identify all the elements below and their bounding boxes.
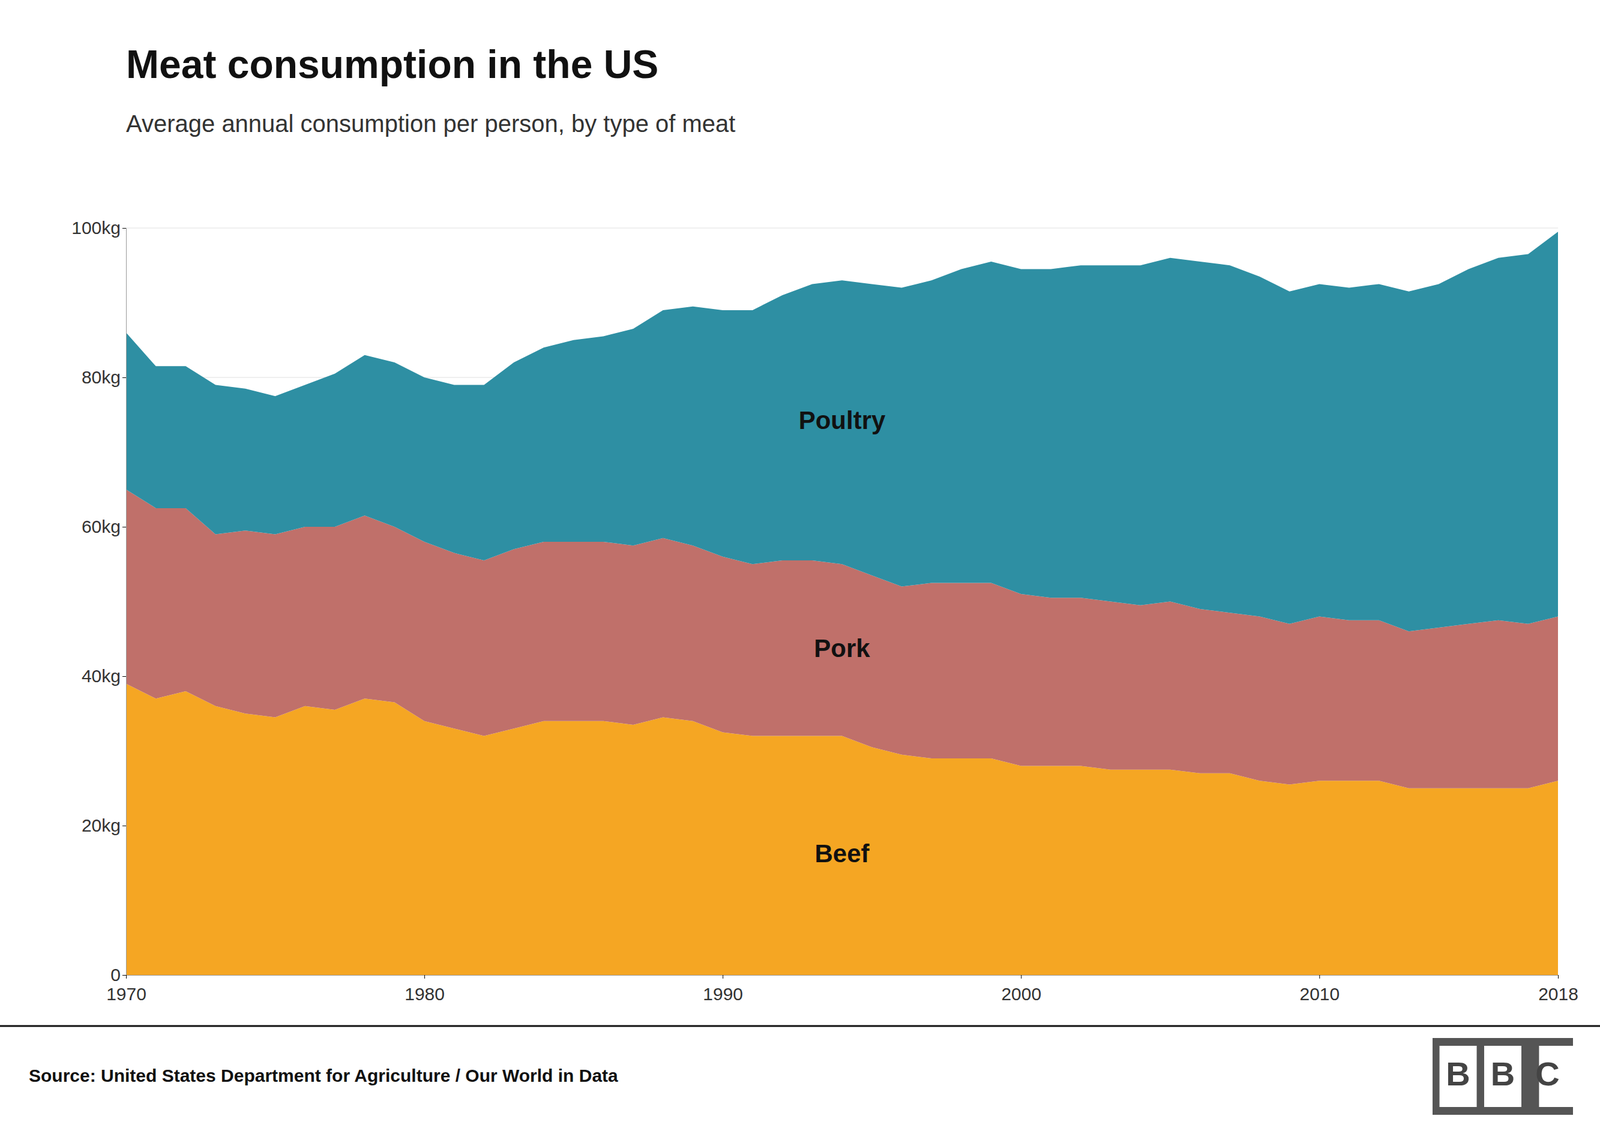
subtitle: Average annual consumption per person, b… — [126, 110, 736, 137]
tick-label: 2010 — [1299, 984, 1340, 1005]
tick: 40kg — [81, 666, 127, 686]
tick-mark — [122, 228, 127, 229]
series-label: Pork — [813, 634, 871, 663]
tick-mark — [122, 975, 127, 976]
tick-label: 80kg — [81, 367, 121, 388]
tick-label: 100kg — [71, 217, 121, 238]
tick-mark — [1557, 975, 1559, 979]
tick-label: 2018 — [1538, 984, 1579, 1005]
series-labels: Beef Pork Poultry — [798, 406, 886, 868]
tick: 1990 — [702, 975, 743, 1005]
tick-mark — [122, 825, 127, 827]
tick-label: 1980 — [404, 984, 445, 1005]
tick: 2010 — [1299, 975, 1340, 1005]
tick: 2018 — [1538, 975, 1579, 1005]
tick: 1980 — [404, 975, 445, 1005]
axis-line — [122, 228, 127, 976]
grid-line — [126, 228, 1558, 229]
tick: 1970 — [106, 975, 147, 1005]
tick-label: 20kg — [81, 815, 121, 836]
tick-mark — [1319, 975, 1320, 979]
title: Meat consumption in the US — [126, 42, 659, 87]
tick-label: 60kg — [81, 516, 121, 537]
y-axis: 0 20kg 40kg 60kg 80kg 100kg — [71, 217, 127, 985]
grid — [126, 228, 1558, 976]
tick: 20kg — [81, 815, 127, 836]
plot: 0 20kg 40kg 60kg 80kg 100kg 1970 1980 1990 2000 20… — [71, 217, 1579, 1005]
logo: BBC — [1432, 1038, 1581, 1116]
axis-line — [126, 975, 1559, 980]
tick-mark — [1020, 975, 1022, 979]
areas — [126, 231, 1558, 976]
tick-label: 2000 — [1001, 984, 1042, 1005]
area — [126, 231, 1558, 632]
tick-mark — [122, 676, 127, 677]
tick: 60kg — [81, 516, 127, 537]
tick-label: 40kg — [81, 666, 121, 686]
source: Source: United States Department for Agr… — [28, 1065, 619, 1086]
tick-mark — [722, 975, 724, 979]
tick-label: 1970 — [106, 984, 147, 1005]
tick-label: 1990 — [702, 984, 743, 1005]
tick-mark — [424, 975, 425, 979]
tick: 2000 — [1001, 975, 1042, 1005]
logo-text: BBC — [1445, 1055, 1580, 1093]
tick-mark — [126, 975, 127, 979]
series-label: Poultry — [798, 406, 886, 435]
tick-mark — [122, 377, 127, 379]
series-label: Beef — [814, 839, 870, 868]
tick-label: 0 — [110, 965, 121, 985]
x-axis: 1970 1980 1990 2000 2010 2018 — [106, 975, 1579, 1005]
tick: 100kg — [71, 217, 127, 238]
footer-rule — [0, 1025, 1600, 1028]
tick-mark — [122, 526, 127, 528]
tick: 0 — [110, 965, 127, 985]
tick: 80kg — [81, 367, 127, 388]
chart: Meat consumption in the US Average annual… — [0, 0, 1600, 1125]
